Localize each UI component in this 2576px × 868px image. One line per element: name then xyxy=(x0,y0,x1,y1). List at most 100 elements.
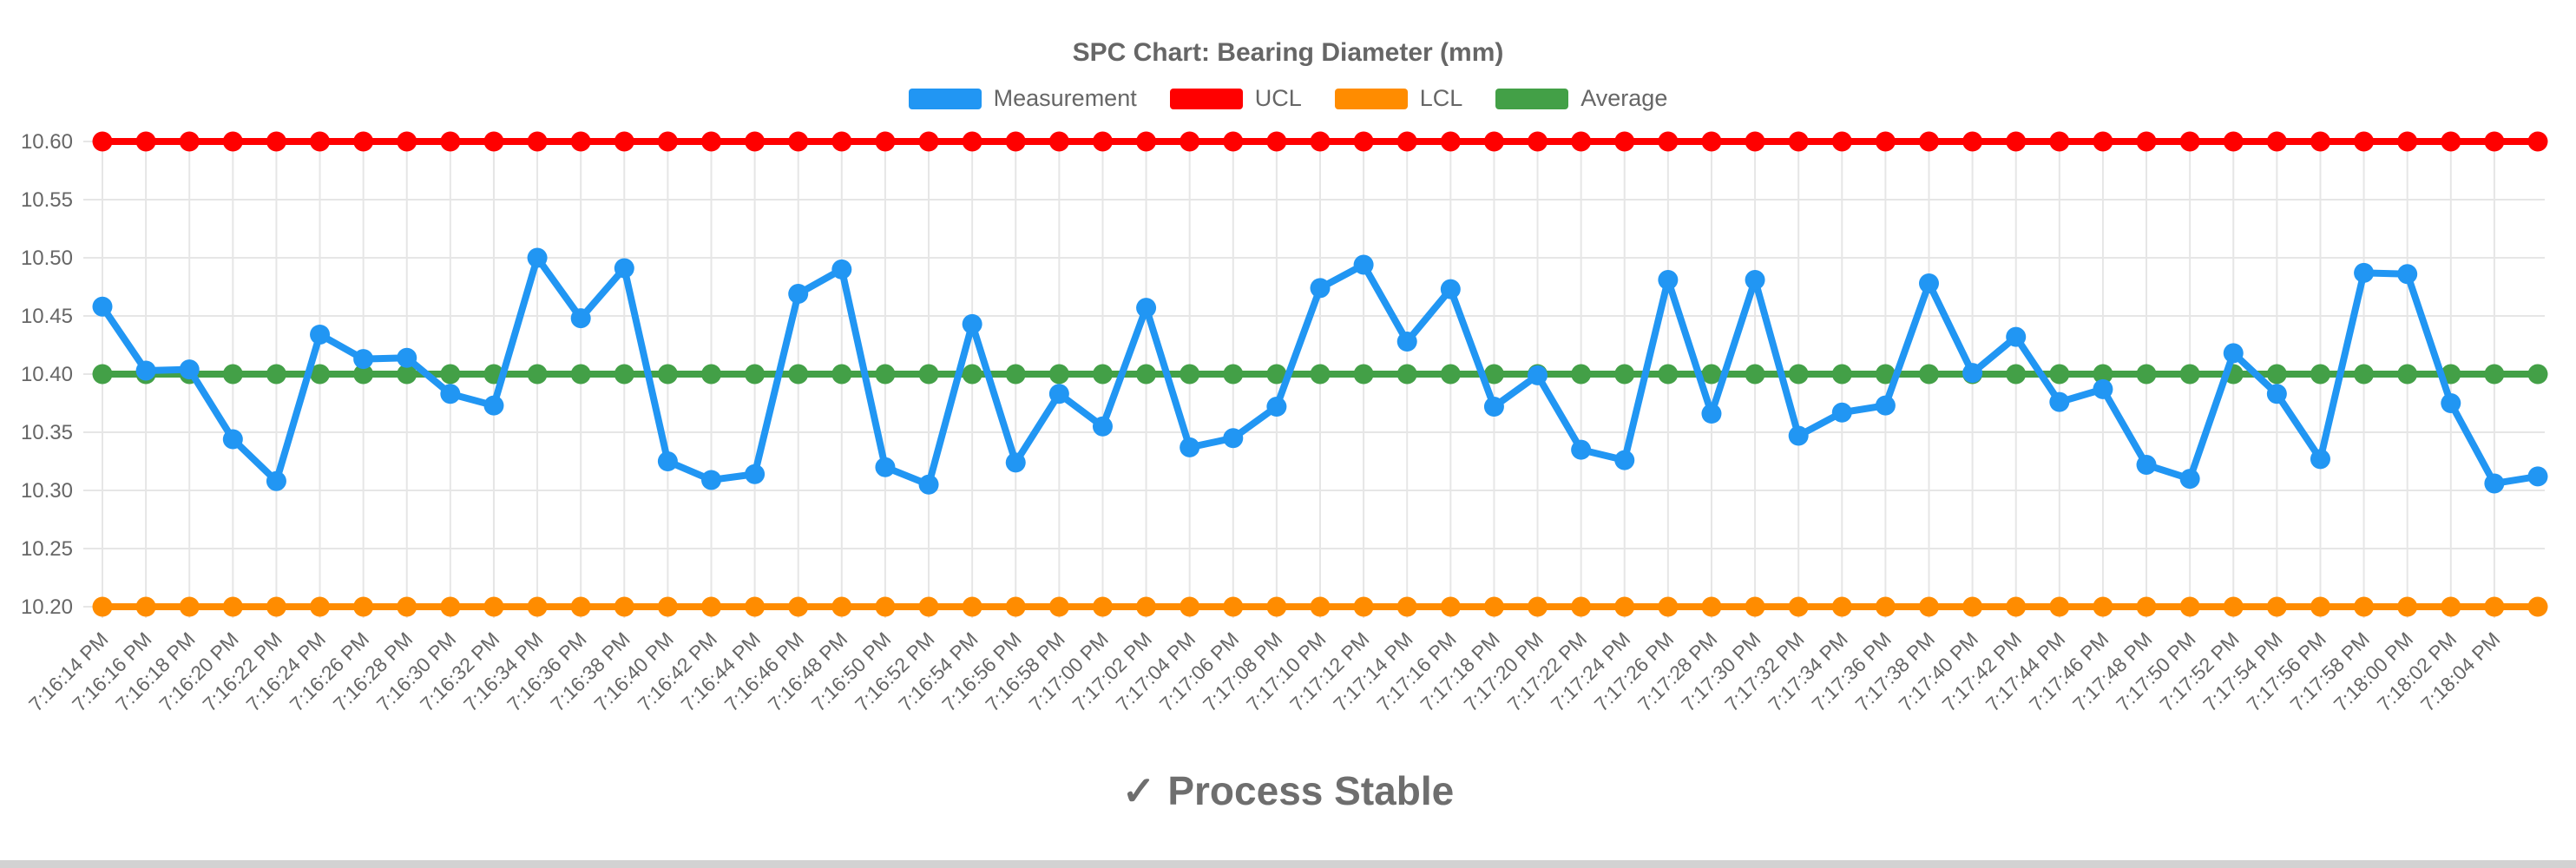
measurement-point[interactable] xyxy=(1223,428,1244,449)
measurement-point[interactable] xyxy=(1919,273,1939,293)
measurement-point[interactable] xyxy=(1745,269,1765,290)
measurement-point[interactable] xyxy=(1005,452,1026,473)
measurement-point[interactable] xyxy=(1092,416,1113,437)
measurement-point[interactable] xyxy=(831,259,852,279)
ucl-point xyxy=(614,131,634,152)
measurement-point[interactable] xyxy=(397,347,417,368)
measurement-point[interactable] xyxy=(135,360,156,381)
measurement-point[interactable] xyxy=(1048,384,1069,404)
measurement-point[interactable] xyxy=(1658,269,1679,290)
measurement-point[interactable] xyxy=(2049,391,2070,412)
lcl-point xyxy=(2310,596,2330,617)
measurement-point[interactable] xyxy=(1440,279,1461,299)
measurement-point[interactable] xyxy=(1310,278,1331,299)
measurement-point[interactable] xyxy=(310,324,331,345)
measurement-point[interactable] xyxy=(92,296,113,317)
average-point xyxy=(397,364,417,385)
legend-item-lcl[interactable]: LCL xyxy=(1334,85,1462,112)
lcl-point xyxy=(2049,596,2070,617)
measurement-point[interactable] xyxy=(788,284,809,305)
measurement-point[interactable] xyxy=(962,313,982,334)
measurement-point[interactable] xyxy=(2354,262,2375,283)
measurement-point[interactable] xyxy=(614,258,634,279)
average-point xyxy=(1005,364,1026,385)
lcl-point xyxy=(1223,596,1244,617)
legend-label: Average xyxy=(1580,85,1668,111)
average-point xyxy=(2310,364,2330,385)
measurement-point[interactable] xyxy=(2441,393,2461,413)
measurement-point[interactable] xyxy=(570,308,591,329)
lcl-point xyxy=(1875,596,1896,617)
measurement-point[interactable] xyxy=(222,429,243,450)
measurement-point[interactable] xyxy=(1396,331,1417,352)
measurement-point[interactable] xyxy=(918,474,939,495)
measurement-point[interactable] xyxy=(657,451,678,471)
lcl-point xyxy=(788,596,809,617)
ucl-point xyxy=(2354,131,2375,152)
lcl-point xyxy=(397,596,417,617)
ucl-point xyxy=(1658,131,1679,152)
legend-swatch-lcl xyxy=(1334,88,1408,109)
measurement-point[interactable] xyxy=(2397,264,2418,285)
measurement-point[interactable] xyxy=(1701,404,1722,424)
measurement-point[interactable] xyxy=(1788,425,1809,446)
y-tick-label: 10.35 xyxy=(21,421,73,444)
lcl-point xyxy=(1919,596,1939,617)
lcl-point xyxy=(2223,596,2244,617)
measurement-point[interactable] xyxy=(1875,395,1896,416)
average-point xyxy=(1614,364,1635,385)
measurement-point[interactable] xyxy=(1571,439,1592,460)
lcl-point xyxy=(1483,596,1504,617)
measurement-point[interactable] xyxy=(1483,397,1504,418)
measurement-point[interactable] xyxy=(1962,363,1983,384)
ucl-point xyxy=(440,131,461,152)
average-point xyxy=(831,364,852,385)
measurement-point[interactable] xyxy=(1831,402,1852,423)
measurement-point[interactable] xyxy=(1528,365,1548,385)
lcl-point xyxy=(310,596,331,617)
measurement-point[interactable] xyxy=(266,470,286,491)
lcl-point xyxy=(657,596,678,617)
legend-item-average[interactable]: Average xyxy=(1495,85,1667,112)
measurement-point[interactable] xyxy=(2179,469,2200,490)
measurement-point[interactable] xyxy=(745,464,766,484)
lcl-point xyxy=(266,596,286,617)
legend-swatch-ucl xyxy=(1169,88,1243,109)
legend-item-ucl[interactable]: UCL xyxy=(1169,85,1302,112)
average-point xyxy=(1788,364,1809,385)
measurement-point[interactable] xyxy=(353,349,374,370)
lcl-point xyxy=(1005,596,1026,617)
measurement-point[interactable] xyxy=(701,470,721,490)
average-point xyxy=(1092,364,1113,385)
legend-swatch-measurement xyxy=(908,88,982,109)
average-point xyxy=(1223,364,1244,385)
measurement-point[interactable] xyxy=(2310,449,2330,470)
measurement-point[interactable] xyxy=(527,247,548,268)
measurement-point[interactable] xyxy=(483,395,504,416)
ucl-point xyxy=(92,131,113,152)
measurement-point[interactable] xyxy=(2223,343,2244,364)
measurement-point[interactable] xyxy=(440,384,461,404)
ucl-point xyxy=(1353,131,1374,152)
ucl-point xyxy=(2441,131,2461,152)
legend-swatch-average xyxy=(1495,88,1569,109)
measurement-point[interactable] xyxy=(2136,455,2157,476)
measurement-point[interactable] xyxy=(2484,473,2505,494)
lcl-point xyxy=(1614,596,1635,617)
measurement-point[interactable] xyxy=(179,359,200,380)
measurement-point[interactable] xyxy=(1614,450,1635,470)
ucl-point xyxy=(2049,131,2070,152)
measurement-point[interactable] xyxy=(1180,437,1200,457)
measurement-point[interactable] xyxy=(2266,384,2287,404)
lcl-point xyxy=(570,596,591,617)
measurement-point[interactable] xyxy=(1353,254,1374,275)
measurement-point[interactable] xyxy=(2527,466,2548,487)
measurement-point[interactable] xyxy=(1266,397,1287,418)
average-point xyxy=(222,364,243,385)
legend-item-measurement[interactable]: Measurement xyxy=(908,85,1137,112)
measurement-point[interactable] xyxy=(1136,298,1157,319)
measurement-point[interactable] xyxy=(2006,326,2027,347)
measurement-point[interactable] xyxy=(875,457,896,477)
measurement-point[interactable] xyxy=(2093,378,2113,399)
